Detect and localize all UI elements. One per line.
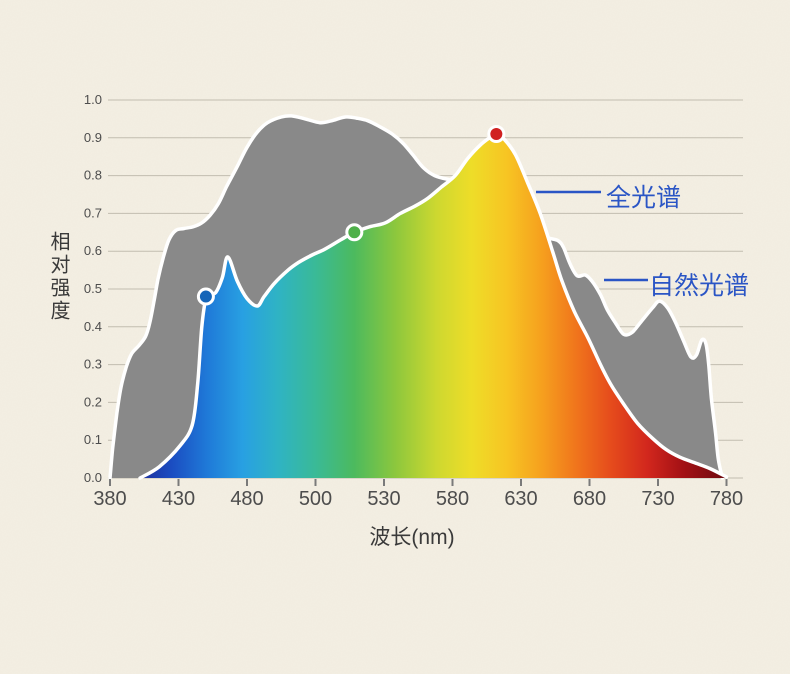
- y-tick-label: 0.1: [84, 432, 102, 447]
- y-tick-label: 0.4: [84, 319, 102, 334]
- x-tick-label: 500: [299, 488, 332, 510]
- full-spectrum-outline: [138, 132, 729, 480]
- x-tick-label: 380: [93, 488, 126, 510]
- green-marker-dot: [345, 223, 364, 242]
- x-tick-label: 530: [367, 488, 400, 510]
- x-tick-label: 430: [162, 488, 195, 510]
- full-spectrum-area: [140, 133, 727, 479]
- x-tick-label: 580: [436, 488, 469, 510]
- y-tick-label: 0.2: [84, 394, 102, 409]
- full-spectrum-label: 全光谱: [606, 184, 682, 212]
- x-tick-label: 730: [641, 488, 674, 510]
- x-tick-label: 680: [573, 488, 606, 510]
- y-tick-label: 0.8: [84, 168, 102, 183]
- red-marker-dot: [487, 125, 506, 144]
- natural-spectrum-label: 自然光谱: [649, 272, 750, 300]
- x-tick-label: 480: [230, 488, 263, 510]
- y-tick-label: 0.3: [84, 357, 102, 372]
- x-tick-label: 780: [710, 488, 743, 510]
- y-tick-label: 0.6: [84, 243, 102, 258]
- y-axis-title: 相对强度: [47, 231, 69, 323]
- y-tick-label: 1.0: [84, 92, 102, 107]
- y-tick-label: 0.0: [84, 470, 102, 485]
- natural-spectrum-outline: [108, 114, 725, 480]
- blue-marker-dot: [196, 287, 215, 306]
- y-tick-label: 0.9: [84, 130, 102, 145]
- y-tick-label: 0.7: [84, 205, 102, 220]
- x-tick-label: 630: [504, 488, 537, 510]
- x-axis-title: 波长(nm): [369, 526, 455, 549]
- y-tick-label: 0.5: [84, 281, 102, 296]
